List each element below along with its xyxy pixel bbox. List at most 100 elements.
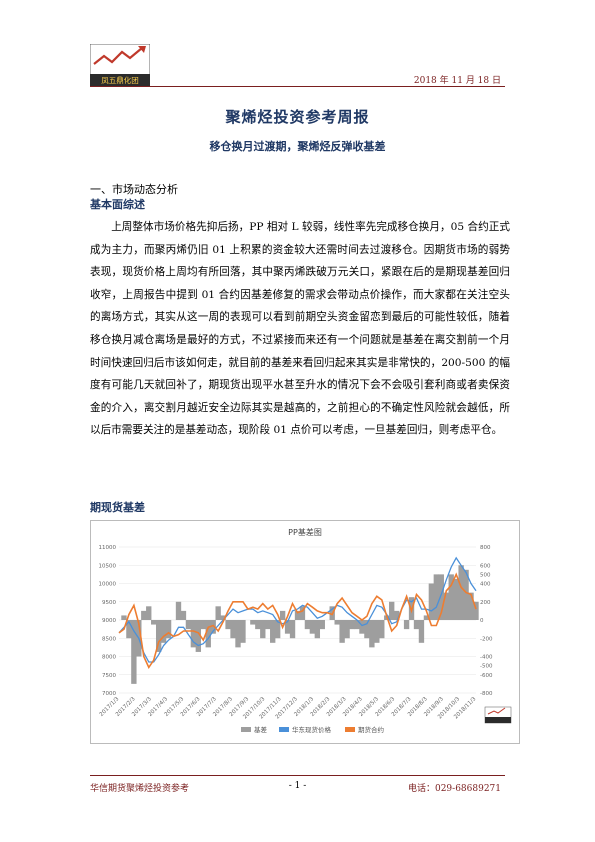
basis-bar <box>319 620 325 630</box>
basis-bar <box>393 610 400 620</box>
y-left-tick-label: 10500 <box>99 563 117 569</box>
basis-bar <box>473 601 479 620</box>
y-right-tick-label: -400 <box>480 655 493 661</box>
y-right-tick-label: 500 <box>480 572 491 578</box>
basis-bar <box>205 620 211 648</box>
basis-bar <box>250 620 256 625</box>
basis-bar <box>146 606 152 620</box>
basis-bar <box>423 615 430 620</box>
basis-bar <box>403 620 410 630</box>
basis-bar <box>433 574 440 620</box>
legend-swatch <box>345 727 355 732</box>
basis-bar <box>364 620 370 639</box>
basis-bar <box>126 620 132 639</box>
basis-bar <box>309 620 316 634</box>
basis-bar <box>428 583 435 620</box>
basis-bar <box>141 610 147 620</box>
basis-bar <box>294 610 301 620</box>
basis-bar <box>344 620 350 639</box>
basis-bar <box>299 606 306 620</box>
basis-bar <box>190 620 197 648</box>
basis-bar <box>240 620 246 643</box>
basis-bar <box>418 620 425 643</box>
basis-bar <box>374 620 380 643</box>
basis-bar <box>121 615 127 620</box>
basis-bar <box>175 601 182 620</box>
basis-chart-svg: PP基差图 7000750080008500900095001000010500… <box>99 527 512 734</box>
legend-label: 华东现货价格 <box>292 725 332 734</box>
y-right-tick-label: 200 <box>480 600 491 606</box>
basis-bar <box>210 620 216 634</box>
basis-bar <box>155 620 162 652</box>
basis-bar <box>255 620 261 630</box>
basis-bar <box>453 578 459 620</box>
basis-bar <box>230 620 236 639</box>
y-left-tick-label: 9500 <box>102 600 116 606</box>
basis-bar <box>304 620 311 630</box>
basis-bar <box>354 620 360 630</box>
basis-bar <box>195 620 202 652</box>
report-date: 2018 年 11 月 18 日 <box>413 76 501 86</box>
basis-bar <box>349 620 355 630</box>
basis-bar <box>279 610 286 620</box>
basis-bar <box>448 574 454 620</box>
y-left-tick-label: 8000 <box>102 655 116 661</box>
basis-bar <box>131 620 137 684</box>
y-right-tick-label: -200 <box>480 636 493 642</box>
spot-price-line <box>118 556 477 663</box>
basis-bar <box>270 620 276 643</box>
basis-bar <box>235 620 241 648</box>
basis-bar <box>265 620 271 630</box>
chart-logo <box>484 706 512 724</box>
basis-bar <box>200 620 206 630</box>
body-paragraph: 上周整体市场价格先抑后扬，PP 相对 L 较弱，线性率先完成移仓换月，05 合约… <box>90 221 510 437</box>
logo-text: 凤五鼎化团 <box>101 75 139 85</box>
basis-bar <box>180 610 187 620</box>
page-subtitle: 移仓换月过渡期，聚烯烃反弹收基差 <box>209 140 386 153</box>
basis-bar <box>379 620 385 639</box>
subsection-heading-basis: 期现货基差 <box>90 501 145 514</box>
basis-bar <box>215 606 221 620</box>
footer-publication: 华信期货聚烯烃投资参考 <box>90 784 190 794</box>
chart-title: PP基差图 <box>288 527 322 537</box>
legend-label: 期货合约 <box>358 725 384 734</box>
basis-bar <box>463 569 469 620</box>
y-right-tick-label: 800 <box>480 545 491 551</box>
footer-divider <box>90 775 505 776</box>
header-divider <box>90 86 505 87</box>
y-right-tick-label: -600 <box>480 673 493 679</box>
basis-bar <box>289 620 296 639</box>
basis-bar <box>438 574 444 620</box>
legend-swatch <box>279 727 289 732</box>
footer-phone: 电话：029-68689271 <box>407 784 501 794</box>
basis-bar <box>220 615 226 620</box>
company-logo: 凤五鼎化团 <box>89 43 151 87</box>
basis-bar <box>225 620 231 630</box>
subsection-heading-fundamentals: 基本面综述 <box>90 198 145 211</box>
basis-bar <box>468 592 474 620</box>
basis-bar <box>274 620 281 639</box>
basis-bar <box>334 620 340 625</box>
y-left-tick-label: 9000 <box>102 618 116 624</box>
y-right-tick-label: 0 <box>480 618 484 624</box>
basis-bar <box>185 620 192 630</box>
basis-bar <box>151 620 157 625</box>
basis-bar <box>389 601 395 620</box>
basis-bar <box>443 592 449 620</box>
basis-bar <box>165 620 172 639</box>
page-title: 聚烯烃投资参考周报 <box>225 108 370 126</box>
y-right-tick-label: 600 <box>480 563 491 569</box>
legend-label: 基差 <box>254 725 268 734</box>
section-heading: 一、市场动态分析 <box>90 183 178 196</box>
basis-bar <box>369 620 375 648</box>
basis-bar <box>359 620 365 634</box>
y-left-tick-label: 11000 <box>99 545 117 551</box>
y-left-tick-label: 7000 <box>102 691 116 697</box>
y-left-tick-label: 10000 <box>99 582 117 588</box>
basis-bar <box>413 620 420 630</box>
basis-bar <box>260 620 266 639</box>
y-left-tick-label: 7500 <box>102 673 116 679</box>
y-left-tick-label: 8500 <box>102 636 116 642</box>
page-number: - 1 - <box>288 781 307 791</box>
futures-price-line <box>118 572 477 670</box>
